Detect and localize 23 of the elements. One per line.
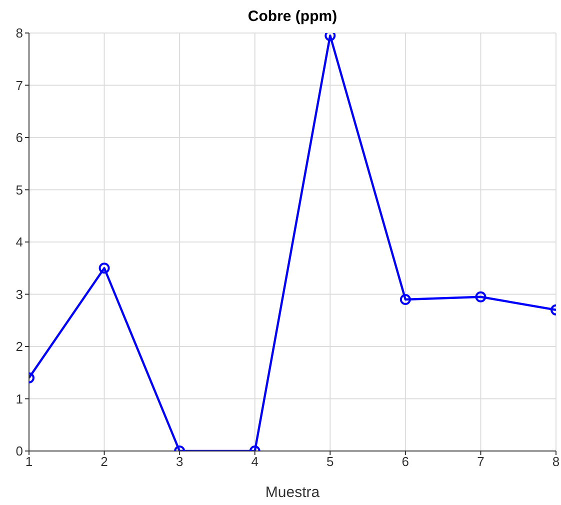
y-tick-label: 3 [16, 286, 23, 302]
chart-title: Cobre (ppm) [246, 8, 338, 25]
y-tick-label: 6 [16, 130, 23, 146]
x-axis-title: Muestra [265, 484, 320, 501]
y-tick-label: 7 [16, 78, 23, 93]
y-tick-label: 2 [16, 339, 23, 354]
x-tick-label: 3 [176, 454, 184, 470]
x-tick-label: 5 [326, 454, 334, 470]
point [324, 33, 336, 42]
y-tick-label: 4 [16, 234, 23, 250]
y-tick-label: 1 [16, 391, 23, 406]
x-tick-label: 4 [251, 454, 258, 470]
x-tick-label: 8 [552, 454, 560, 470]
x-tick-label: 6 [402, 454, 410, 470]
x-tick-label: 2 [100, 454, 108, 470]
y-tick-label: 5 [16, 182, 23, 198]
x-tick-label: 1 [25, 454, 33, 470]
point [475, 291, 486, 302]
x-tick-label: 7 [477, 454, 484, 470]
point [400, 294, 411, 305]
y-tick-label: 8 [16, 26, 23, 41]
point [98, 262, 110, 274]
y-tick-label: 0 [16, 444, 23, 459]
